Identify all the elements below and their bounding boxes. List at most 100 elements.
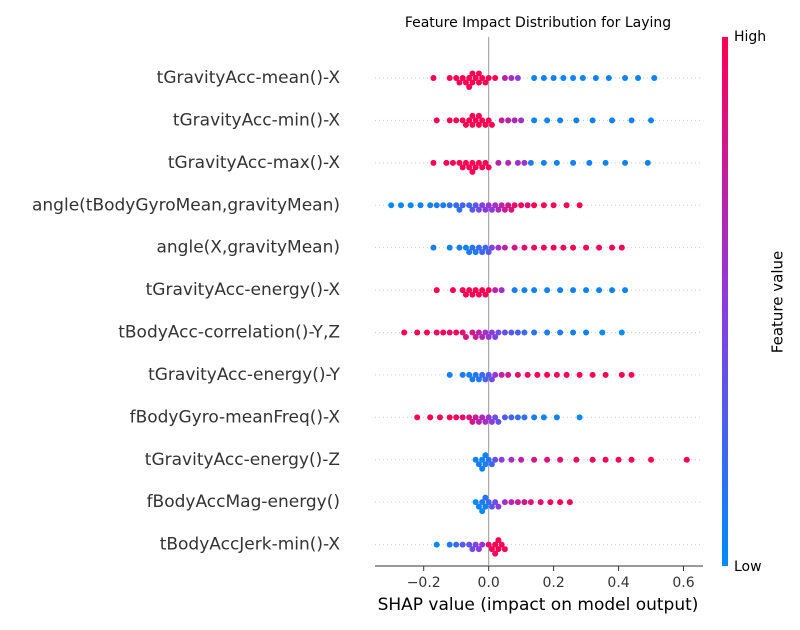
dot xyxy=(602,371,609,378)
dot xyxy=(485,75,492,81)
dot xyxy=(537,499,544,506)
dot xyxy=(472,334,479,340)
dot xyxy=(433,287,440,294)
dot xyxy=(469,376,476,383)
dot xyxy=(466,287,473,294)
dot xyxy=(576,414,583,421)
dot xyxy=(446,414,453,421)
dot xyxy=(462,159,469,166)
dot xyxy=(540,244,547,251)
dot xyxy=(475,206,482,213)
dot xyxy=(482,121,489,128)
dot xyxy=(589,371,596,378)
dot xyxy=(459,287,466,294)
dot xyxy=(466,202,473,209)
dot xyxy=(472,75,479,81)
dot xyxy=(430,159,437,166)
dot xyxy=(521,329,528,336)
dot xyxy=(459,414,466,421)
dot xyxy=(449,159,456,166)
dot xyxy=(453,541,460,548)
dot xyxy=(475,329,482,336)
dot xyxy=(466,249,473,256)
feature-label: tGravityAcc-min()-X xyxy=(173,110,341,130)
dot xyxy=(579,75,586,81)
dot xyxy=(462,334,469,340)
dot xyxy=(547,499,554,506)
dot xyxy=(511,244,518,251)
dot xyxy=(524,371,531,378)
dot xyxy=(479,117,486,124)
dot xyxy=(456,206,463,213)
dot xyxy=(514,499,521,506)
dot xyxy=(485,202,492,209)
colorbar xyxy=(722,37,728,566)
dot xyxy=(475,418,482,425)
dot xyxy=(508,329,515,336)
dot xyxy=(430,75,437,81)
dot xyxy=(482,461,489,468)
dot xyxy=(495,418,502,425)
dot xyxy=(485,414,492,421)
dot xyxy=(531,117,538,124)
dot xyxy=(472,202,479,209)
dot xyxy=(469,329,476,336)
dot xyxy=(498,287,505,294)
dot xyxy=(482,291,489,298)
dot xyxy=(501,75,508,81)
dot xyxy=(453,117,460,124)
dot xyxy=(456,159,463,166)
dot xyxy=(472,499,479,506)
dot xyxy=(414,329,421,336)
dot xyxy=(475,70,482,77)
dot xyxy=(531,244,538,251)
dot xyxy=(433,117,440,124)
dot xyxy=(466,414,473,421)
dot xyxy=(446,329,453,336)
dot xyxy=(469,206,476,213)
dot xyxy=(453,414,460,421)
dot xyxy=(433,329,440,336)
dot xyxy=(492,499,499,506)
dot xyxy=(472,414,479,421)
dot xyxy=(518,456,525,463)
dot xyxy=(469,244,476,251)
dot xyxy=(524,202,531,209)
dot xyxy=(540,159,547,166)
feature-label: tGravityAcc-max()-X xyxy=(168,153,341,173)
dot xyxy=(485,541,492,548)
x-tick-label: 0.4 xyxy=(607,575,629,591)
dot xyxy=(446,117,453,124)
dot xyxy=(388,202,395,209)
dot xyxy=(563,202,570,209)
dot xyxy=(553,371,560,378)
dot xyxy=(521,287,528,294)
dot xyxy=(651,75,658,81)
dot xyxy=(544,117,551,124)
x-tick-label: −0.2 xyxy=(407,575,441,591)
dot xyxy=(495,329,502,336)
dot xyxy=(469,291,476,298)
x-tick-label: 0.0 xyxy=(478,575,500,591)
dot xyxy=(466,75,473,81)
dot xyxy=(414,414,421,421)
dot xyxy=(534,371,541,378)
dot xyxy=(531,456,538,463)
dot xyxy=(492,287,499,294)
dot xyxy=(479,202,486,209)
dot xyxy=(511,117,518,124)
dot xyxy=(498,541,505,548)
dot xyxy=(544,456,551,463)
dot xyxy=(531,287,538,294)
dot xyxy=(485,334,492,340)
dot xyxy=(443,159,450,166)
dot xyxy=(498,117,505,124)
dot xyxy=(583,329,590,336)
dot xyxy=(453,329,460,336)
dot xyxy=(488,418,495,425)
dot xyxy=(482,376,489,383)
dot xyxy=(469,70,476,77)
dot xyxy=(482,418,489,425)
dot xyxy=(417,202,424,209)
dot xyxy=(462,291,469,298)
